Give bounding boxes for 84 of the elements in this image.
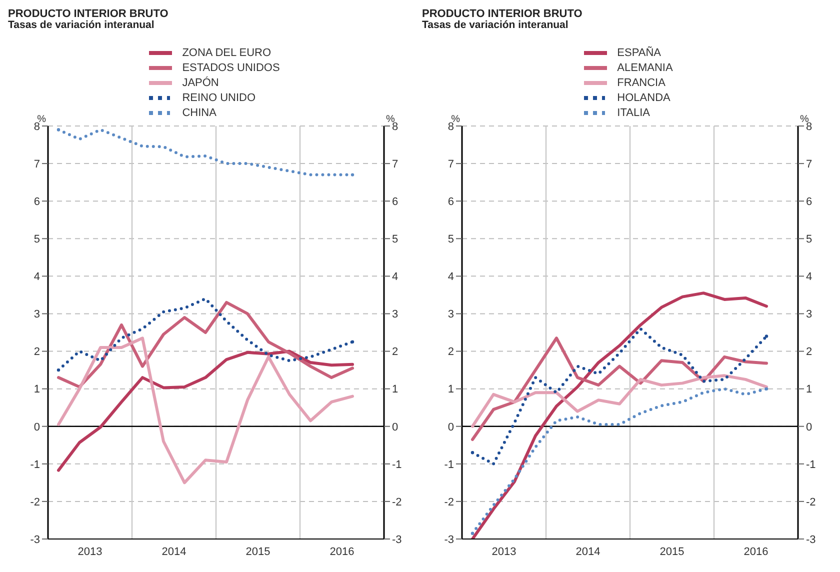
y-tick-label: -2 [30, 496, 40, 508]
y-tick-label: -1 [444, 458, 454, 471]
point [470, 532, 474, 535]
y2-tick-label: 7 [806, 158, 812, 170]
y-tick-label: 5 [34, 234, 40, 246]
y-tick-label: 3 [448, 308, 454, 321]
chart-title: PRODUCTO INTERIOR BRUTO [8, 8, 170, 20]
y-tick-label: 8 [448, 120, 454, 133]
y2-tick-label: 3 [806, 308, 812, 321]
y-tick-label: 1 [34, 384, 40, 396]
legend-label: ALEMANIA [617, 62, 673, 74]
line-series [471, 336, 768, 442]
y-tick-label: 3 [34, 308, 40, 321]
y-tick-label: 0 [34, 421, 40, 434]
y-tick-label: -2 [444, 496, 454, 508]
y2-tick-label: 1 [806, 384, 812, 396]
y-tick-label: 5 [448, 234, 454, 246]
legend-label: ZONA DEL EURO [182, 46, 272, 58]
y-tick-label: 0 [448, 421, 454, 434]
y2-tick-label: 5 [392, 234, 398, 246]
legend-label: JAPÓN [182, 76, 219, 88]
x-tick-label: 2016 [330, 546, 354, 558]
y2-tick-label: 6 [806, 196, 812, 208]
point [56, 368, 60, 372]
point [350, 340, 354, 344]
point [470, 451, 474, 454]
y2-tick-label: 2 [806, 346, 812, 358]
y-tick-label: -3 [444, 534, 454, 546]
chart-title: PRODUCTO INTERIOR BRUTO [422, 8, 584, 20]
point [764, 387, 768, 390]
y2-tick-label: 1 [392, 384, 398, 396]
y-tick-label: 2 [34, 346, 40, 358]
legend-label: CHINA [182, 106, 216, 118]
y2-tick-label: 8 [806, 120, 812, 133]
y2-tick-label: 4 [392, 271, 398, 284]
y2-tick-label: 3 [392, 308, 398, 321]
y2-tick-label: 0 [392, 421, 398, 434]
point [350, 173, 354, 176]
legend-label: REINO UNIDO [182, 92, 256, 104]
y2-tick-label: 2 [392, 346, 398, 358]
y2-tick-label: 5 [806, 234, 812, 246]
x-tick-label: 2015 [246, 546, 270, 558]
point [764, 334, 768, 338]
line-series [57, 336, 354, 484]
y-tick-label: 4 [34, 271, 40, 284]
point [56, 128, 60, 132]
legend-label: ITALIA [617, 106, 650, 118]
chart-subtitle: Tasas de variación interanual [422, 19, 570, 31]
line-series [57, 300, 354, 388]
x-tick-label: 2013 [492, 546, 516, 558]
y2-tick-label: -1 [806, 458, 816, 471]
x-tick-label: 2015 [660, 546, 684, 558]
y2-tick-label: -3 [392, 534, 402, 546]
y2-tick-label: -2 [392, 496, 402, 508]
legend-label: ESTADOS UNIDOS [182, 62, 280, 74]
x-tick-label: 2014 [576, 546, 600, 558]
legend-label: ESPAÑA [617, 46, 661, 58]
legend-label: FRANCIA [617, 76, 666, 88]
y2-tick-label: 0 [806, 421, 812, 434]
y2-tick-label: -3 [806, 534, 816, 546]
y2-tick-label: 7 [392, 158, 398, 170]
y2-tick-label: -1 [392, 458, 402, 471]
y-tick-label: 7 [448, 158, 454, 170]
y2-tick-label: 4 [806, 271, 812, 284]
y-tick-label: -1 [30, 458, 40, 471]
x-tick-label: 2013 [78, 546, 102, 558]
y2-tick-label: 6 [392, 196, 398, 208]
legend-label: HOLANDA [617, 92, 670, 104]
line-series [57, 350, 354, 472]
x-tick-label: 2016 [744, 546, 768, 558]
y2-tick-label: -2 [806, 496, 816, 508]
chart-subtitle: Tasas de variación interanual [8, 19, 156, 31]
y-tick-label: 4 [448, 271, 454, 284]
y-tick-label: 6 [34, 196, 40, 208]
y-tick-label: 1 [448, 384, 454, 396]
line-series [471, 374, 768, 428]
y-tick-label: 6 [448, 196, 454, 208]
y-tick-label: 7 [34, 158, 40, 170]
x-tick-label: 2014 [162, 546, 186, 558]
y2-tick-label: 8 [392, 120, 398, 133]
y-tick-label: 8 [34, 120, 40, 133]
line-series [471, 292, 768, 539]
y-tick-label: -3 [30, 534, 40, 546]
y-tick-label: 2 [448, 346, 454, 358]
